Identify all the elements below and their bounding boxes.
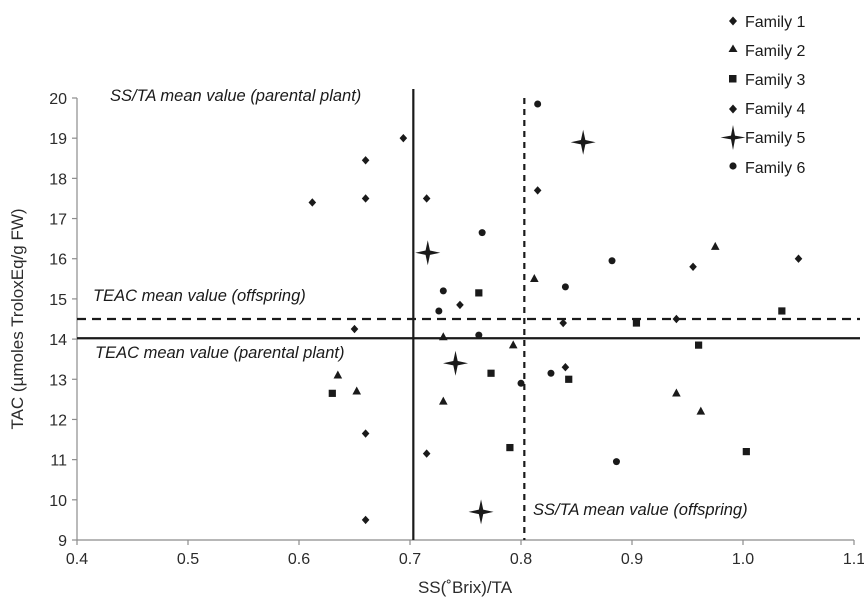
y-tick-label: 16 bbox=[49, 252, 67, 269]
ref-label-teac-parental: TEAC mean value (parental plant) bbox=[95, 344, 344, 362]
data-point-family-3 bbox=[506, 443, 514, 452]
data-point-family-3 bbox=[778, 307, 786, 315]
data-point-family-3 bbox=[565, 375, 573, 383]
y-tick-label: 14 bbox=[49, 332, 67, 349]
data-point-family-5 bbox=[468, 499, 494, 525]
y-tick-label: 13 bbox=[49, 372, 67, 389]
legend-marker-diamond bbox=[729, 104, 737, 114]
data-point-family-2 bbox=[508, 340, 518, 349]
x-tick-label: 1.1 bbox=[843, 551, 864, 568]
data-point-family-2 bbox=[530, 274, 539, 283]
y-tick-label: 9 bbox=[58, 533, 67, 550]
legend-item: Family 4 bbox=[729, 101, 806, 118]
data-point-family-1 bbox=[561, 363, 570, 372]
data-point-family-5 bbox=[570, 129, 596, 155]
data-point-family-6 bbox=[475, 331, 483, 339]
y-tick-label: 17 bbox=[49, 212, 67, 229]
legend-label: Family 1 bbox=[745, 14, 806, 31]
data-point-family-3 bbox=[328, 389, 336, 397]
data-point-family-2 bbox=[439, 396, 448, 405]
legend-marker-diamond bbox=[729, 16, 737, 26]
ref-label-ss-ta-offspring: SS/TA mean value (offspring) bbox=[533, 501, 748, 519]
data-point-family-6 bbox=[612, 458, 620, 466]
x-tick-label: 0.6 bbox=[288, 551, 310, 568]
x-tick-label: 0.9 bbox=[621, 551, 643, 568]
data-point-family-4 bbox=[399, 133, 408, 143]
data-point-family-1 bbox=[672, 314, 681, 324]
legend-item: Family 2 bbox=[728, 43, 806, 60]
data-point-family-1 bbox=[422, 449, 431, 458]
data-point-family-4 bbox=[559, 318, 567, 328]
legend-label: Family 3 bbox=[745, 72, 806, 89]
data-point-family-2 bbox=[672, 388, 681, 397]
data-point-family-1 bbox=[361, 429, 370, 438]
data-point-family-1 bbox=[533, 186, 542, 195]
data-point-family-1 bbox=[361, 194, 370, 203]
legend-marker-square bbox=[729, 75, 737, 83]
data-point-family-3 bbox=[475, 289, 483, 297]
y-tick-label: 11 bbox=[50, 453, 67, 470]
x-tick-label: 0.8 bbox=[510, 551, 532, 568]
data-point-family-3 bbox=[695, 341, 703, 349]
legend-label: Family 5 bbox=[745, 130, 806, 147]
data-point-family-1 bbox=[361, 515, 370, 525]
legend-label: Family 2 bbox=[745, 43, 806, 60]
legend-marker-star bbox=[720, 125, 746, 150]
legend-label: Family 4 bbox=[745, 101, 806, 118]
x-tick-label: 0.4 bbox=[66, 551, 88, 568]
y-axis-ticks: 9 10 11 12 13 14 15 16 17 18 19 20 bbox=[49, 91, 77, 550]
legend-label: Family 6 bbox=[745, 160, 806, 177]
data-point-family-1 bbox=[361, 156, 370, 165]
data-point-family-2 bbox=[333, 370, 343, 379]
legend-item: Family 5 bbox=[720, 125, 806, 150]
data-points bbox=[308, 100, 803, 525]
data-point-family-3 bbox=[487, 369, 495, 377]
y-tick-label: 10 bbox=[49, 493, 67, 510]
x-axis-ticks: 0.4 0.5 0.6 0.7 0.8 0.9 1.0 1.1 bbox=[66, 540, 864, 568]
data-point-family-6 bbox=[561, 283, 569, 291]
data-point-family-1 bbox=[689, 262, 697, 271]
data-point-family-6 bbox=[478, 229, 486, 237]
y-tick-label: 12 bbox=[49, 412, 67, 429]
data-point-family-1 bbox=[794, 254, 803, 263]
data-point-family-1 bbox=[350, 324, 359, 334]
data-point-family-3 bbox=[742, 448, 750, 456]
legend: Family 1 Family 2 Family 3 Family 4 Fami… bbox=[720, 14, 806, 177]
legend-marker-circle bbox=[729, 162, 737, 170]
legend-marker-triangle bbox=[728, 44, 738, 52]
legend-item: Family 3 bbox=[729, 72, 806, 89]
legend-item: Family 6 bbox=[729, 160, 806, 177]
data-point-family-5 bbox=[443, 350, 469, 376]
data-point-family-5 bbox=[415, 240, 441, 266]
data-point-family-2 bbox=[439, 332, 448, 341]
data-point-family-4 bbox=[308, 198, 317, 207]
x-tick-label: 0.7 bbox=[399, 551, 421, 568]
y-tick-label: 20 bbox=[49, 91, 67, 108]
y-axis-title: TAC (µmoles TroloxEq/g FW) bbox=[8, 208, 27, 429]
data-point-family-2 bbox=[696, 406, 706, 415]
data-point-family-6 bbox=[439, 287, 447, 295]
data-point-family-2 bbox=[352, 386, 362, 395]
ref-label-teac-offspring: TEAC mean value (offspring) bbox=[93, 287, 306, 305]
x-tick-label: 1.0 bbox=[732, 551, 754, 568]
data-point-family-6 bbox=[547, 369, 555, 377]
data-point-family-6 bbox=[517, 379, 525, 387]
reference-lines bbox=[77, 89, 860, 540]
data-point-family-3 bbox=[632, 319, 641, 327]
x-axis-title: SS(˚Brix)/TA bbox=[418, 578, 513, 597]
y-tick-label: 19 bbox=[49, 131, 67, 148]
data-point-family-6 bbox=[608, 257, 616, 265]
ref-label-ss-ta-parental: SS/TA mean value (parental plant) bbox=[110, 87, 361, 105]
data-point-family-1 bbox=[456, 300, 464, 310]
data-point-family-2 bbox=[710, 241, 720, 250]
data-point-family-6 bbox=[534, 100, 542, 108]
legend-item: Family 1 bbox=[729, 14, 806, 31]
data-point-family-6 bbox=[435, 307, 443, 315]
y-tick-label: 15 bbox=[49, 292, 67, 309]
y-tick-label: 18 bbox=[49, 171, 67, 188]
data-point-family-1 bbox=[422, 194, 431, 203]
x-tick-label: 0.5 bbox=[177, 551, 199, 568]
